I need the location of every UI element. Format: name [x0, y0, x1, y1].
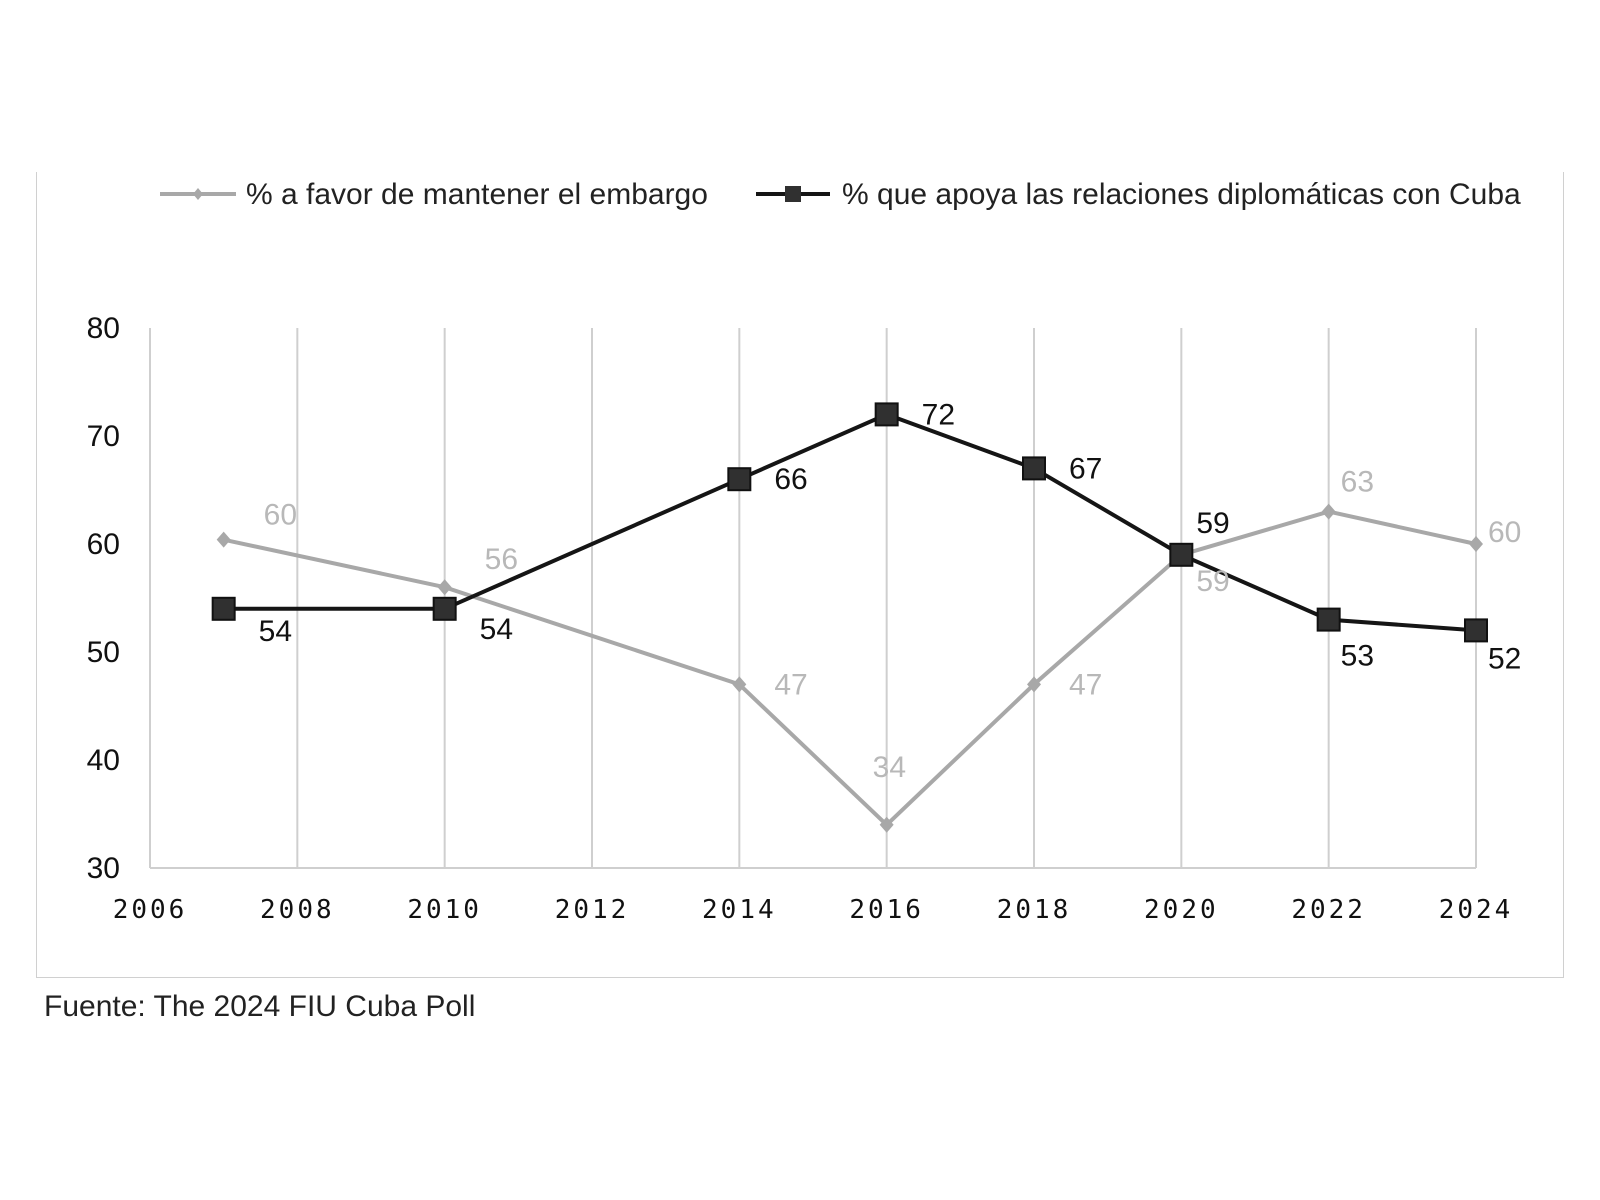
- legend-label-relaciones: % que apoya las relaciones diplomáticas …: [842, 178, 1521, 211]
- y-tick-label-80: 80: [87, 312, 120, 345]
- marker-embargo-2014: [732, 676, 747, 693]
- x-tick-label-2012: 2012: [555, 895, 630, 925]
- marker-relaciones-2010: [432, 596, 457, 621]
- marker-embargo-2022: [1321, 503, 1336, 520]
- source-note: Fuente: The 2024 FIU Cuba Poll: [44, 990, 476, 1023]
- data-label-embargo-2007: 60: [264, 499, 297, 532]
- data-label-relaciones-2024: 52: [1488, 642, 1521, 675]
- data-label-embargo-2014: 47: [774, 668, 807, 701]
- x-tick-label-2006: 2006: [113, 895, 188, 925]
- axes: 2006 2008 2010 2012 2014 2016 2018 2020 2022 2024…: [87, 312, 1514, 925]
- data-label-relaciones-2007: 54: [259, 615, 292, 648]
- y-tick-label-40: 40: [87, 744, 120, 777]
- marker-relaciones-2014: [727, 467, 752, 492]
- data-label-relaciones-2018: 67: [1069, 452, 1102, 485]
- data-labels: 60 56 47 34 47 59 63 60 54 54 66 72 67 59 53 52: [259, 398, 1522, 783]
- data-label-embargo-2024: 60: [1488, 516, 1521, 549]
- x-tick-label-2014: 2014: [702, 895, 777, 925]
- marker-embargo-2024: [1469, 536, 1483, 552]
- x-tick-label-2016: 2016: [849, 895, 924, 925]
- marker-relaciones-2007: [211, 596, 236, 621]
- series-line-embargo: [223, 509, 1477, 828]
- data-label-embargo-2020: 59: [1196, 565, 1229, 598]
- y-tick-label-70: 70: [87, 420, 120, 453]
- legend-marker-relaciones: [785, 186, 801, 202]
- x-tick-label-2022: 2022: [1291, 895, 1366, 925]
- x-tick-label-2010: 2010: [407, 895, 482, 925]
- marker-relaciones-2016: [874, 402, 899, 427]
- x-tick-label-2024: 2024: [1439, 895, 1514, 925]
- marker-embargo-2010: [437, 579, 452, 596]
- marker-embargo-2016: [879, 816, 894, 833]
- marker-relaciones-2020: [1169, 542, 1194, 567]
- data-label-embargo-2010: 56: [485, 543, 518, 576]
- marker-embargo-2007: [216, 531, 231, 548]
- data-label-embargo-2016: 34: [873, 751, 906, 784]
- chart-frame: [36, 172, 1564, 978]
- marker-embargo-2018: [1027, 676, 1041, 693]
- series-line-relaciones: [223, 412, 1477, 633]
- y-tick-label-30: 30: [87, 852, 120, 885]
- x-tick-label-2008: 2008: [260, 895, 335, 925]
- marker-relaciones-2018: [1022, 456, 1046, 481]
- x-tick-label-2020: 2020: [1144, 895, 1219, 925]
- legend-label-embargo: % a favor de mantener el embargo: [246, 178, 708, 211]
- data-label-relaciones-2014: 66: [774, 463, 807, 496]
- data-label-relaciones-2022: 53: [1341, 640, 1374, 673]
- data-label-relaciones-2020: 59: [1196, 507, 1229, 540]
- data-label-relaciones-2010: 54: [480, 613, 513, 646]
- data-label-embargo-2018: 47: [1069, 668, 1102, 701]
- data-label-relaciones-2016: 72: [922, 398, 955, 431]
- y-tick-label-60: 60: [87, 528, 120, 561]
- series-lines: [211, 402, 1488, 833]
- x-tick-label-2018: 2018: [997, 895, 1072, 925]
- marker-relaciones-2022: [1316, 607, 1341, 632]
- legend: % a favor de mantener el embargo % que ap…: [160, 178, 1521, 211]
- legend-marker-embargo: [193, 188, 203, 200]
- data-label-embargo-2022: 63: [1341, 466, 1374, 499]
- y-tick-label-50: 50: [87, 636, 120, 669]
- marker-relaciones-2024: [1464, 618, 1488, 643]
